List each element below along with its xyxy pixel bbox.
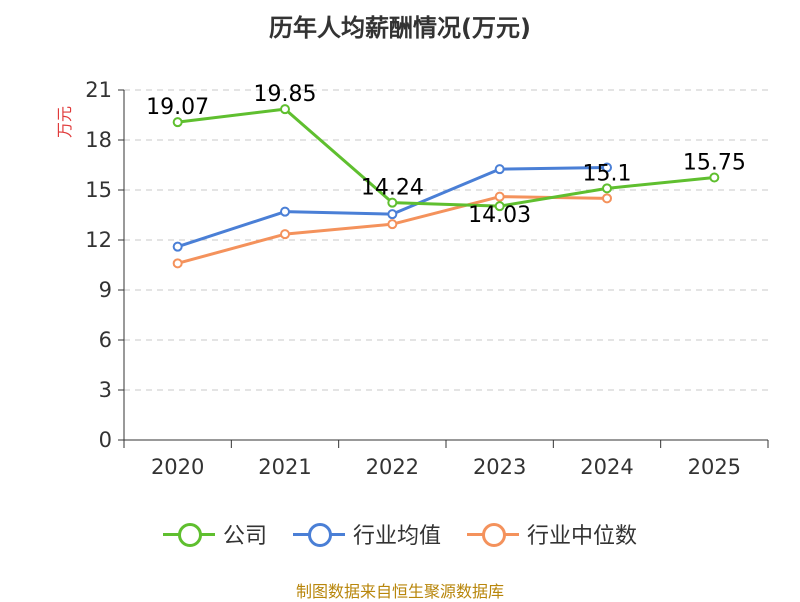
x-tick-label: 2023 <box>473 455 526 479</box>
legend-label: 行业中位数 <box>527 524 638 549</box>
y-tick-label: 3 <box>99 378 112 402</box>
y-tick-label: 0 <box>99 428 112 452</box>
data-point <box>387 209 398 220</box>
x-tick-label: 2021 <box>258 455 311 479</box>
data-point <box>602 193 612 204</box>
legend-label: 行业均值 <box>352 524 441 549</box>
legend-item[interactable]: 公司 <box>162 518 267 550</box>
data-point <box>280 104 290 115</box>
legend-swatch <box>292 522 345 547</box>
data-label: 15.75 <box>683 151 746 176</box>
data-point <box>602 183 612 194</box>
data-source-note: 制图数据来自恒生聚源数据库 <box>295 582 504 601</box>
legend-marker <box>307 523 332 547</box>
legend-marker <box>177 523 202 547</box>
data-label: 14.24 <box>361 176 424 201</box>
y-tick-label: 12 <box>85 228 112 252</box>
data-point <box>172 117 183 128</box>
chart-title: 历年人均薪酬情况(万元) <box>269 14 531 42</box>
y-tick-label: 15 <box>85 178 112 202</box>
data-label: 14.03 <box>468 203 531 228</box>
y-tick-label: 9 <box>99 278 112 302</box>
legend-item[interactable]: 行业中位数 <box>467 518 637 550</box>
data-point <box>172 241 183 252</box>
legend-swatch <box>467 522 519 547</box>
legend: 公司 行业均值 行业中位数 <box>0 518 800 550</box>
data-point <box>387 197 398 208</box>
x-tick-label: 2025 <box>688 455 741 479</box>
legend-label: 公司 <box>222 524 267 549</box>
data-point <box>387 219 398 230</box>
x-tick-label: 2024 <box>580 455 633 479</box>
x-tick-label: 2022 <box>366 455 419 479</box>
y-tick-label: 21 <box>85 78 112 102</box>
data-point <box>280 206 290 217</box>
y-tick-label: 6 <box>99 328 112 352</box>
data-point <box>494 201 505 212</box>
data-label: 15.1 <box>583 161 632 186</box>
series-line <box>177 107 715 208</box>
data-point <box>494 191 505 202</box>
data-point <box>494 164 505 175</box>
legend-item[interactable]: 行业均值 <box>292 518 441 550</box>
y-tick-label: 18 <box>85 128 112 152</box>
data-point <box>172 258 183 269</box>
data-point <box>280 229 290 240</box>
data-point <box>602 162 612 173</box>
data-label: 19.07 <box>146 95 209 120</box>
y-axis-label: 万元 <box>55 106 74 138</box>
data-label: 19.85 <box>254 82 317 107</box>
x-tick-label: 2020 <box>151 455 204 479</box>
data-point <box>709 172 720 183</box>
legend-swatch <box>162 522 215 547</box>
legend-marker <box>482 523 506 547</box>
